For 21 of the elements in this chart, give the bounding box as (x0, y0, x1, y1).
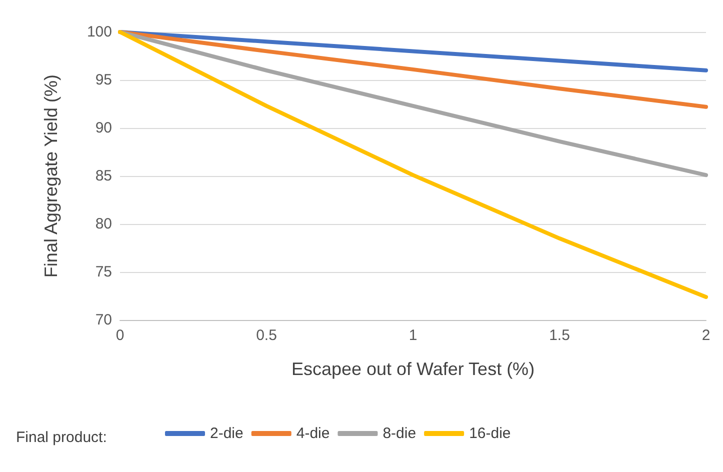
y-axis-title: Final Aggregate Yield (%) (41, 74, 61, 278)
x-tick-label: 0 (116, 327, 124, 344)
legend-title: Final product: (16, 429, 107, 446)
legend-label: 8-die (382, 425, 416, 442)
y-tick-label: 95 (95, 72, 112, 88)
legend-label: 4-die (296, 425, 330, 442)
y-tick-label: 75 (95, 264, 112, 280)
y-tick-label: 85 (95, 168, 112, 184)
legend-label: 16-die (469, 425, 511, 442)
y-tick-label: 90 (95, 120, 112, 136)
x-tick-label: 2 (702, 327, 710, 344)
x-tick-label: 1 (408, 327, 418, 344)
x-tick-label: 0.5 (256, 327, 277, 344)
line-series (118, 30, 708, 299)
y-tick-label: 100 (86, 24, 112, 40)
x-tick-label: 1.5 (549, 327, 570, 344)
line-series (118, 30, 708, 109)
y-tick-label: 80 (95, 216, 112, 232)
legend-label: 2-die (210, 425, 244, 442)
x-axis-title: Escapee out of Wafer Test (%) (291, 359, 535, 379)
y-tick-label: 70 (95, 312, 112, 328)
